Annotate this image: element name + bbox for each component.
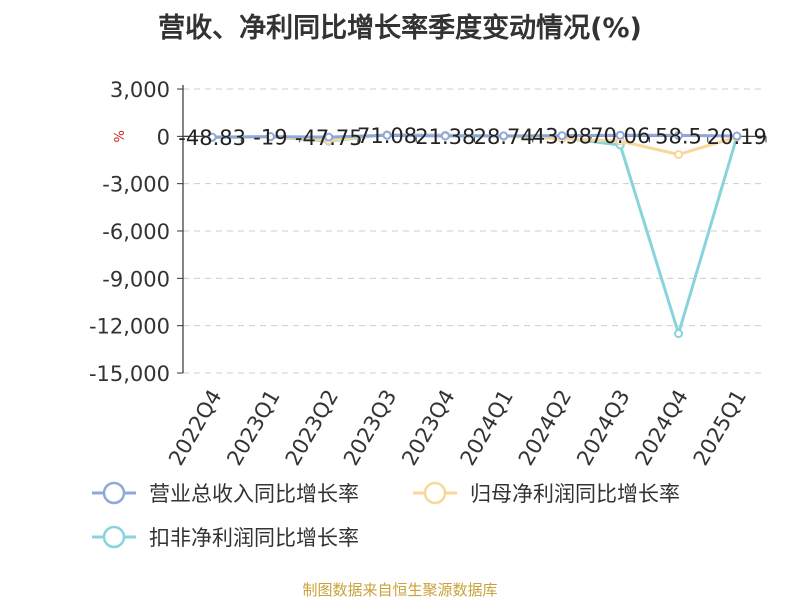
data-point bbox=[440, 131, 450, 141]
x-tick-label: 2024Q2 bbox=[514, 386, 576, 470]
legend-label: 营业总收入同比增长率 bbox=[149, 482, 359, 506]
series-layer bbox=[207, 130, 742, 339]
data-label: 71.08 bbox=[357, 124, 417, 148]
data-point bbox=[324, 132, 334, 142]
y-axis-label: % bbox=[113, 130, 128, 142]
data-label: -48.83 bbox=[178, 126, 246, 150]
x-tick-label: 2023Q2 bbox=[281, 386, 343, 470]
x-tick-label: 2025Q1 bbox=[689, 386, 751, 470]
x-tick-label: 2023Q1 bbox=[222, 386, 284, 470]
legend-item[interactable]: 营业总收入同比增长率 bbox=[92, 481, 359, 506]
data-point bbox=[674, 130, 684, 140]
data-label: 21.38 bbox=[415, 125, 475, 149]
legend-marker bbox=[102, 481, 126, 505]
data-point bbox=[557, 131, 567, 141]
legend-item[interactable]: 扣非净利润同比增长率 bbox=[92, 525, 359, 550]
y-tick-label: -3,000 bbox=[102, 173, 170, 197]
y-tick-label: 3,000 bbox=[110, 78, 170, 102]
data-label: 70.06 bbox=[590, 124, 650, 148]
data-label: 20.19 bbox=[707, 125, 767, 149]
x-tick-label: 2024Q3 bbox=[572, 386, 634, 470]
y-tick-label: -15,000 bbox=[89, 362, 170, 386]
data-point bbox=[265, 132, 275, 142]
legend-label: 归母净利润同比增长率 bbox=[470, 482, 680, 506]
x-tick-label: 2022Q4 bbox=[164, 386, 226, 470]
y-tick-label: -9,000 bbox=[102, 267, 170, 291]
data-label: -47.75 bbox=[295, 126, 363, 150]
legend-item[interactable]: 归母净利润同比增长率 bbox=[413, 481, 680, 506]
data-label: -19 bbox=[253, 126, 287, 150]
source-footnote: 制图数据来自恒生聚源数据库 bbox=[302, 581, 498, 599]
legend-label: 扣非净利润同比增长率 bbox=[149, 526, 359, 550]
data-point bbox=[674, 329, 684, 339]
data-label: 58.5 bbox=[655, 124, 702, 148]
data-point bbox=[382, 130, 392, 140]
y-tick-label: -6,000 bbox=[102, 220, 170, 244]
data-label: 43.98 bbox=[532, 125, 592, 149]
data-label: 28.74 bbox=[474, 125, 534, 149]
data-point bbox=[674, 149, 684, 159]
data-point bbox=[207, 132, 217, 142]
series-line bbox=[212, 133, 739, 336]
legend-marker bbox=[423, 481, 447, 505]
x-tick-label: 2023Q3 bbox=[339, 386, 401, 470]
chart-title: 营收、净利同比增长率季度变动情况(%) bbox=[158, 13, 642, 44]
legend-marker bbox=[102, 525, 126, 549]
x-tick-label: 2024Q1 bbox=[456, 386, 518, 470]
data-label-layer: -48.83 -19 -47.7571.0821.3828.7443.9870.06… bbox=[178, 124, 767, 150]
data-point bbox=[615, 130, 625, 140]
data-point bbox=[732, 131, 742, 141]
x-tick-label: 2023Q4 bbox=[397, 386, 459, 470]
x-tick-label: 2024Q4 bbox=[630, 386, 692, 470]
y-tick-label: 0 bbox=[157, 125, 170, 149]
series-line bbox=[212, 133, 737, 139]
data-point bbox=[499, 131, 509, 141]
y-tick-label: -12,000 bbox=[89, 315, 170, 339]
